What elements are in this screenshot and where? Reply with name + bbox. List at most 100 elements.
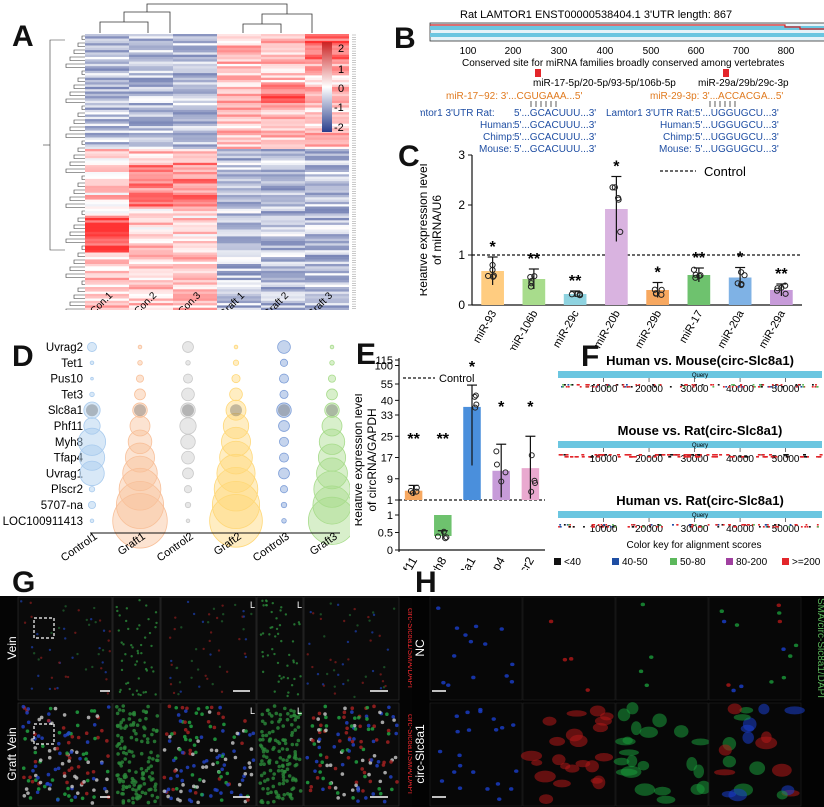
heatmap-cell xyxy=(85,80,129,83)
cell-signal xyxy=(131,796,135,801)
heatmap-cell xyxy=(129,245,173,249)
cell-signal xyxy=(261,786,265,791)
bubble xyxy=(233,344,239,350)
cell-signal xyxy=(149,764,154,768)
heatmap-cell xyxy=(217,73,261,76)
cell-signal xyxy=(30,779,35,784)
cell-signal xyxy=(116,790,120,795)
cell-signal xyxy=(310,724,315,728)
heatmap-cell xyxy=(129,80,173,83)
cell-signal xyxy=(278,674,281,678)
bubble xyxy=(90,376,94,381)
cell-signal xyxy=(30,615,33,619)
bubble xyxy=(182,341,194,353)
data-point xyxy=(413,488,420,495)
heatmap-cell xyxy=(173,236,217,239)
cell-signal xyxy=(181,783,185,787)
heatmap-cell xyxy=(173,289,217,292)
heatmap-cell xyxy=(305,192,349,196)
cell-signal xyxy=(378,779,383,784)
alignment-hit xyxy=(567,384,570,386)
cell-signal xyxy=(259,773,264,778)
alignment-hit xyxy=(609,526,612,528)
heatmap-row-labels xyxy=(352,34,356,309)
heatmap-cell xyxy=(129,167,173,170)
heatmap-cell xyxy=(217,261,261,265)
heatmap-cell xyxy=(261,54,305,58)
y-tick-label: 1 xyxy=(387,510,393,522)
query-bar xyxy=(558,441,822,448)
cell-signal xyxy=(90,801,95,805)
alignment-hit xyxy=(805,524,808,526)
heatmap-cell xyxy=(85,84,129,88)
heatmap-cell xyxy=(129,123,173,127)
cell-signal xyxy=(363,774,367,779)
heatmap-cell xyxy=(305,284,349,288)
alignment-title: Mouse vs. Rat(circ-Slc8a1) xyxy=(618,423,783,438)
cell-signal xyxy=(265,777,270,782)
bubble-highlight xyxy=(230,404,242,417)
cell-signal xyxy=(353,607,356,611)
cell-signal xyxy=(20,600,23,603)
cell-signal xyxy=(134,770,138,774)
cell-signal xyxy=(337,715,341,720)
heatmap-cell xyxy=(129,229,173,233)
color-key-swatch xyxy=(612,558,619,565)
heatmap-cell xyxy=(129,82,173,85)
heatmap-cell xyxy=(217,229,261,233)
heatmap-cell xyxy=(173,284,217,288)
alignment-hit xyxy=(579,386,582,388)
cell-signal xyxy=(201,765,205,769)
heatmap-cell xyxy=(173,218,217,221)
alignment-hit xyxy=(606,386,609,388)
cell-signal xyxy=(728,788,747,802)
alignment-tick: 30000 xyxy=(681,454,709,465)
alignment-hit xyxy=(686,384,688,386)
cell-signal xyxy=(120,791,124,796)
heatmap-cell xyxy=(129,190,173,193)
heatmap-cell xyxy=(261,176,305,180)
cell-signal xyxy=(131,646,134,649)
data-point xyxy=(692,271,699,278)
heatmap-cell xyxy=(217,34,261,37)
cell-signal xyxy=(260,712,265,717)
cell-signal xyxy=(84,751,89,756)
heatmap-cell xyxy=(173,36,217,39)
cell-signal xyxy=(275,617,278,620)
heatmap-cell xyxy=(217,98,261,101)
cell-signal xyxy=(293,728,298,732)
gene-label: Pus10 xyxy=(50,374,83,386)
cell-signal xyxy=(386,732,391,736)
heatmap-cell xyxy=(173,188,217,191)
alignment-hit xyxy=(722,524,725,526)
cell-signal xyxy=(566,710,587,717)
query-label: Query xyxy=(692,373,708,379)
cell-signal xyxy=(33,750,38,755)
cell-signal xyxy=(734,623,740,627)
cell-signal xyxy=(23,736,27,741)
heatmap-cell xyxy=(85,73,129,76)
cell-signal xyxy=(154,611,158,614)
svg-text:Mouse:: Mouse: xyxy=(659,144,692,155)
cell-signal xyxy=(634,783,656,796)
heatmap-cell xyxy=(217,224,261,228)
heatmap-cell xyxy=(173,47,217,51)
cell-signal xyxy=(184,709,188,713)
microscopy-tile xyxy=(112,596,161,701)
heatmap-cell xyxy=(173,158,217,161)
heatmap-cell xyxy=(129,268,173,272)
heatmap-cell xyxy=(129,100,173,104)
cell-signal xyxy=(510,662,515,667)
cell-signal xyxy=(85,618,88,622)
microscopy-tile xyxy=(708,596,802,701)
cell-signal xyxy=(116,742,121,746)
cell-signal xyxy=(279,609,282,612)
alignment-hit xyxy=(563,524,566,526)
cell-signal xyxy=(219,791,223,795)
heatmap-cell xyxy=(173,282,217,285)
heatmap-cell xyxy=(217,238,261,242)
cell-signal xyxy=(309,610,312,614)
cell-signal xyxy=(139,751,144,756)
heatmap-cell xyxy=(217,234,261,237)
